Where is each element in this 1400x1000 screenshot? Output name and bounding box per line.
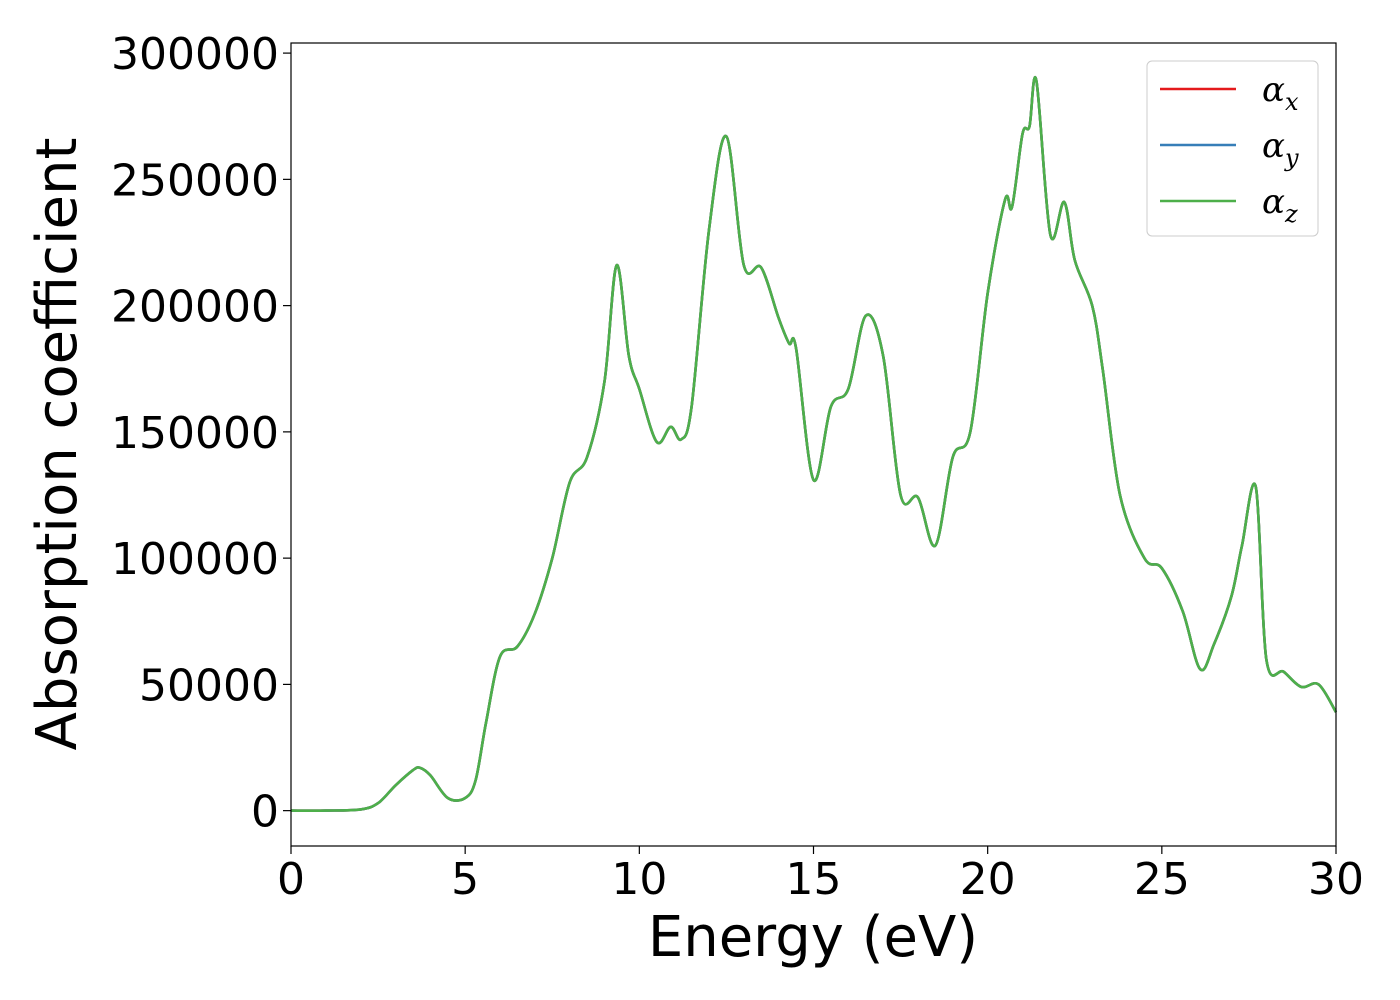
x-tick-label: 10 [611,854,667,905]
x-tick-label: 30 [1308,854,1364,905]
y-tick-label: 250000 [111,155,279,206]
x-axis-ticks: 0 5 10 15 20 25 30 [277,846,1364,905]
x-tick-label: 25 [1134,854,1190,905]
legend-label-alpha-x: αx [1262,70,1299,116]
series-line-alpha-z [290,76,1338,813]
x-axis-title: Energy (eV) [648,905,978,970]
legend-label-alpha-z: αz [1262,182,1298,228]
y-tick-label: 200000 [111,282,279,333]
y-tick-label: 300000 [111,29,279,80]
y-tick-label: 150000 [111,408,279,459]
legend-label-alpha-y: αy [1262,126,1299,172]
x-tick-label: 5 [451,854,479,905]
plot-frame [290,42,1337,847]
legend-frame [1146,60,1319,237]
x-tick-label: 20 [960,854,1016,905]
y-tick-label: 0 [251,787,279,838]
legend: αx αy αz [1146,60,1319,237]
y-axis-ticks: 0 50000 100000 150000 200000 250000 300000 [111,29,291,838]
x-tick-label: 15 [786,854,842,905]
y-tick-label: 50000 [139,660,279,711]
plot-lines [290,76,1338,813]
x-tick-label: 0 [277,854,305,905]
y-tick-label: 100000 [111,534,279,585]
y-axis-title: Absorption coefficient [25,138,90,751]
